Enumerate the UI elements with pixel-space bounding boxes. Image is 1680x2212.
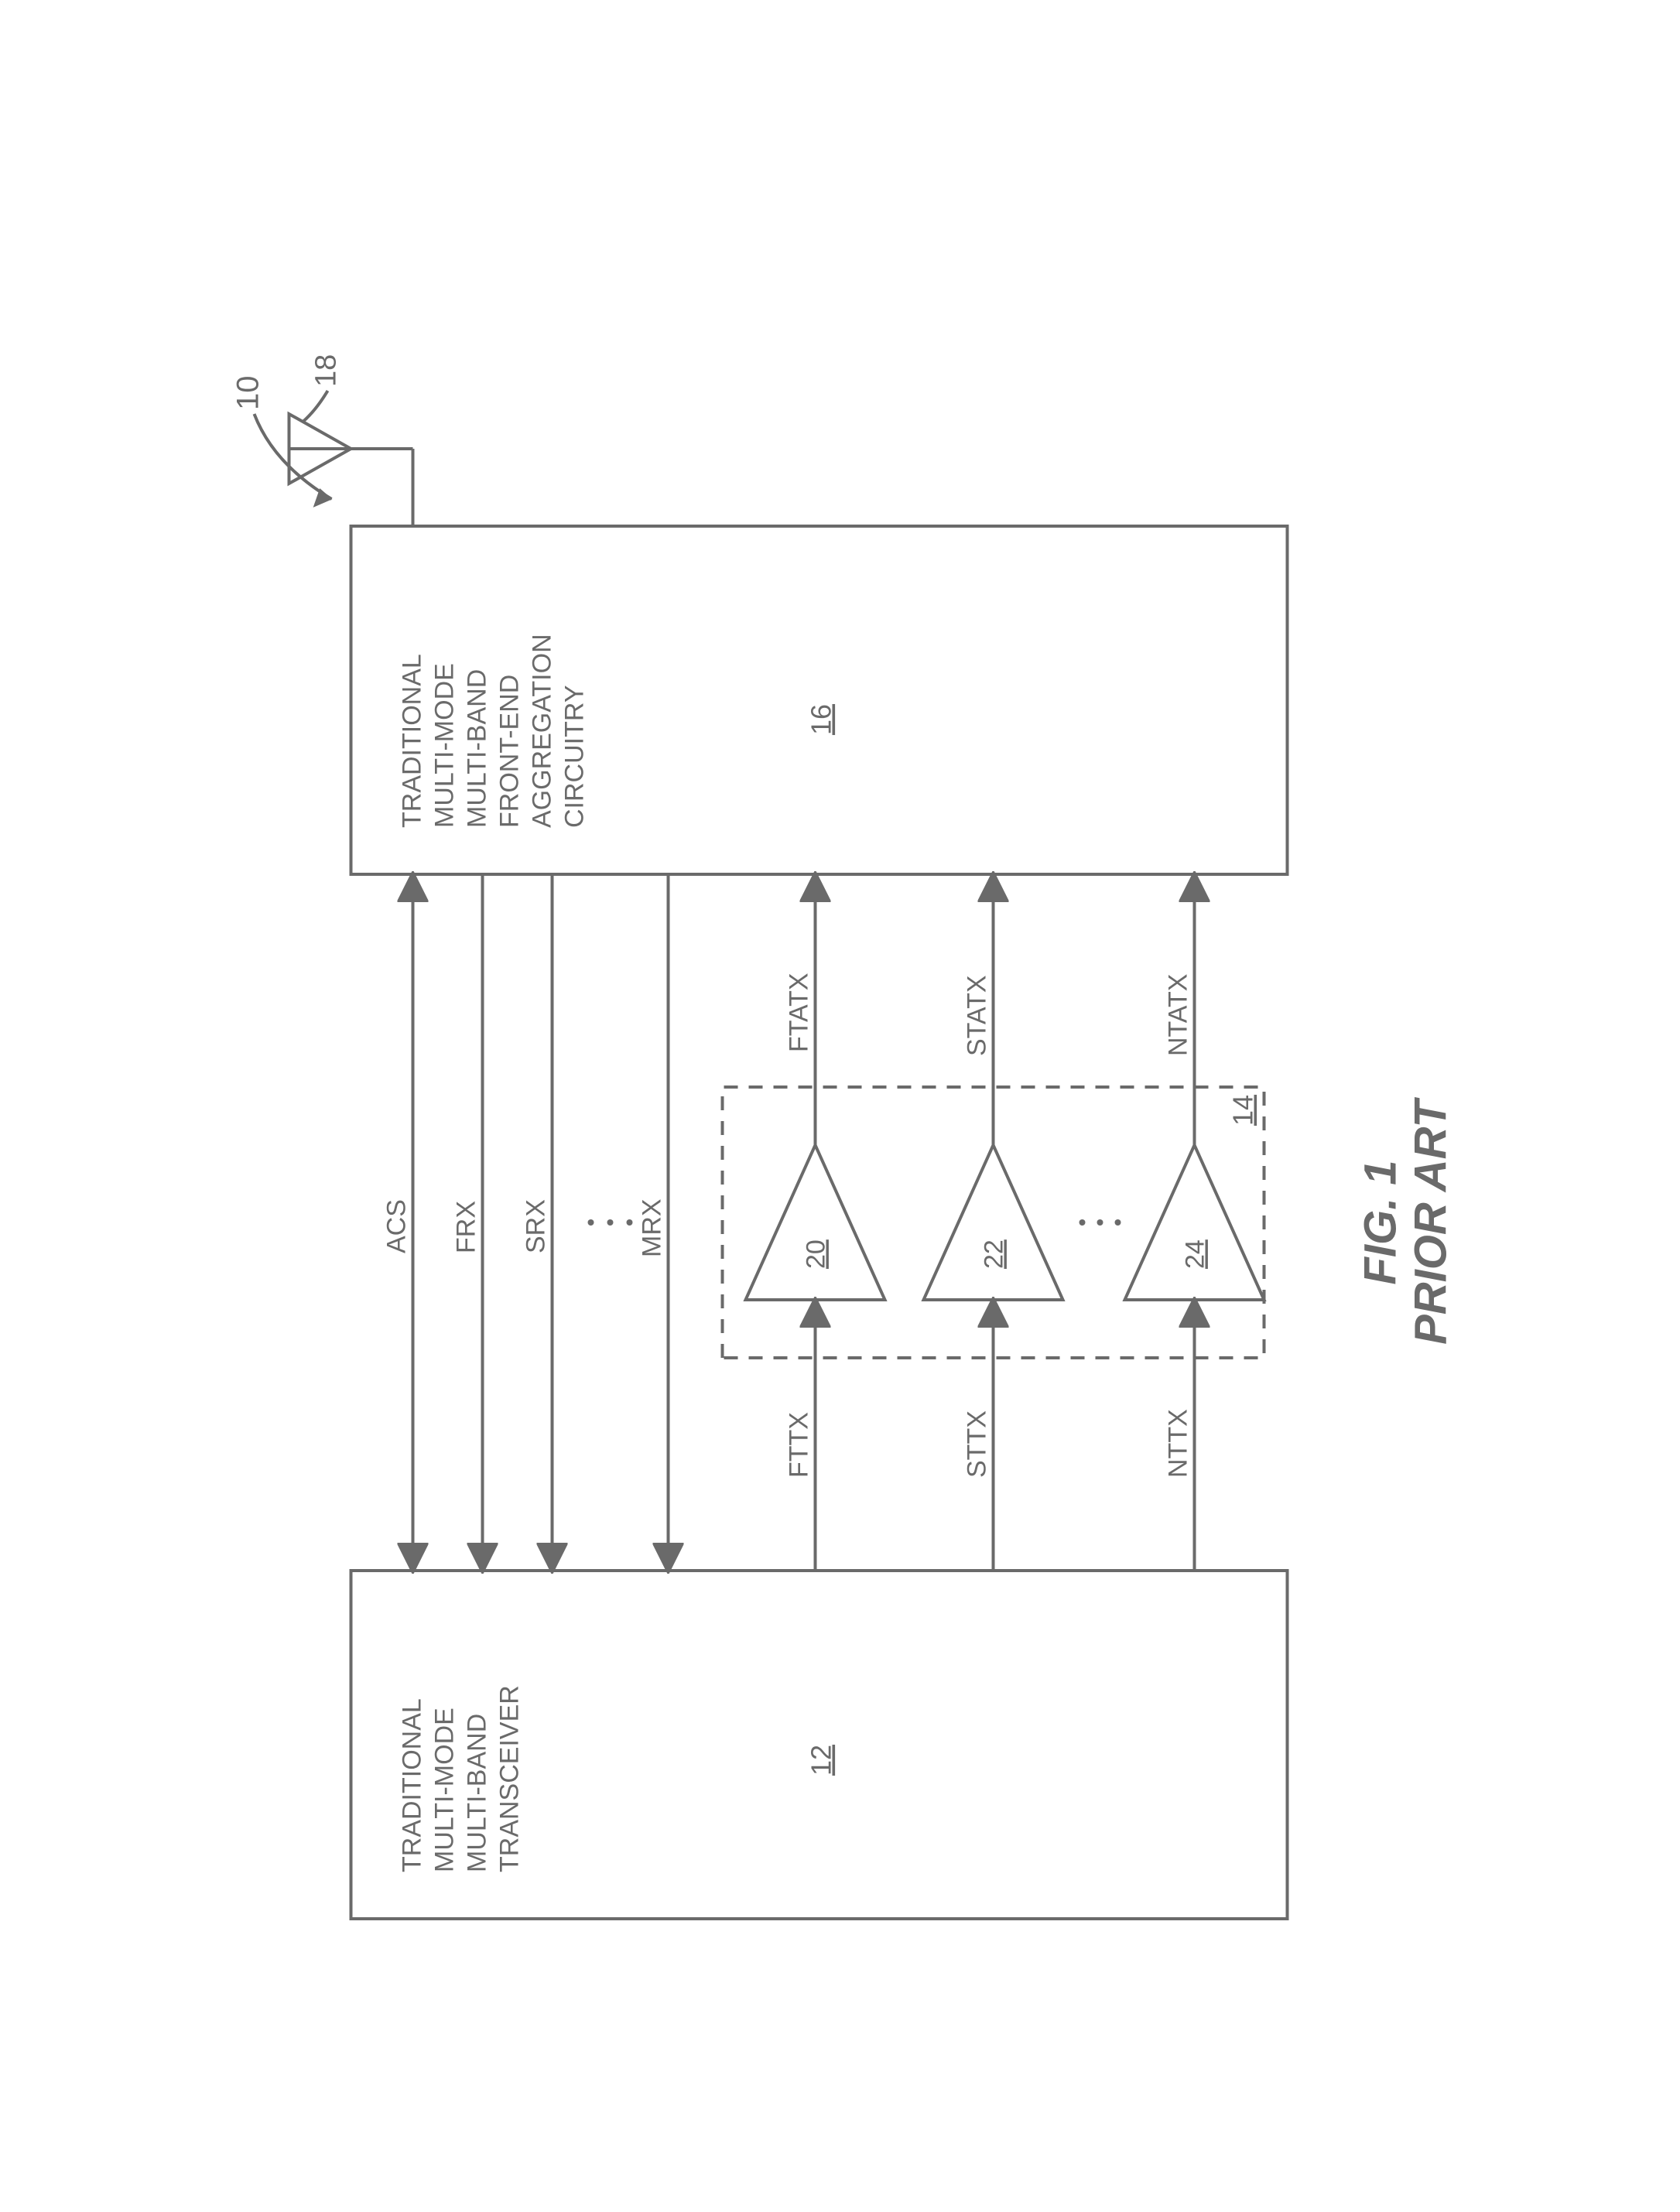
frontend-ref: 16: [805, 703, 837, 734]
pa3-out-label: NTATX: [1163, 973, 1192, 1055]
pa1-out-label: FTATX: [784, 973, 813, 1052]
transceiver-line1: TRADITIONAL: [397, 1698, 426, 1872]
pa3-ref: 24: [1180, 1239, 1210, 1269]
block-diagram: 10 TRADITIONAL MULTI-MODE MULTI-BAND TRA…: [180, 178, 1500, 2035]
label-mrx: MRX: [637, 1198, 666, 1257]
diagram-svg: 10 TRADITIONAL MULTI-MODE MULTI-BAND TRA…: [180, 178, 1496, 2035]
pa1-triangle: [745, 1145, 884, 1300]
frontend-line6: CIRCUITRY: [559, 685, 589, 828]
frontend-line3: MULTI-BAND: [462, 668, 491, 827]
pa3-in-label: NTTX: [1163, 1409, 1192, 1478]
pa2-out-label: STATX: [962, 975, 991, 1056]
label-srx: SRX: [521, 1199, 550, 1253]
figure-title-2: PRIOR ART: [1405, 1096, 1456, 1344]
transceiver-ref: 12: [805, 1744, 837, 1775]
pa-group-ref: 14: [1227, 1094, 1258, 1125]
pa3-triangle: [1124, 1145, 1264, 1300]
pa2-ref: 22: [979, 1239, 1008, 1269]
pa1-ref: 20: [801, 1239, 830, 1269]
transceiver-line2: MULTI-MODE: [429, 1708, 459, 1872]
pa2-in-label: STTX: [962, 1410, 991, 1478]
frontend-line2: MULTI-MODE: [429, 663, 459, 828]
label-acs: ACS: [382, 1199, 411, 1253]
ref-overall-leader: [254, 414, 331, 499]
frontend-line1: TRADITIONAL: [397, 654, 426, 828]
frontend-line4: FRONT-END: [494, 674, 524, 827]
antenna-ref: 18: [310, 354, 342, 386]
ref-overall: 10: [231, 375, 265, 410]
pa2-triangle: [923, 1145, 1062, 1300]
figure-title-1: FIG. 1: [1355, 1160, 1405, 1284]
transceiver-line3: MULTI-BAND: [462, 1713, 491, 1872]
pa1-in-label: FTTX: [784, 1412, 813, 1478]
frontend-line5: AGGREGATION: [527, 634, 556, 828]
label-frx: FRX: [451, 1201, 481, 1253]
transceiver-line4: TRANSCEIVER: [494, 1685, 524, 1872]
antenna-leader: [303, 391, 327, 422]
